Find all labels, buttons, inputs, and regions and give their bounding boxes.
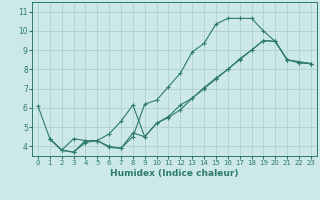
- X-axis label: Humidex (Indice chaleur): Humidex (Indice chaleur): [110, 169, 239, 178]
